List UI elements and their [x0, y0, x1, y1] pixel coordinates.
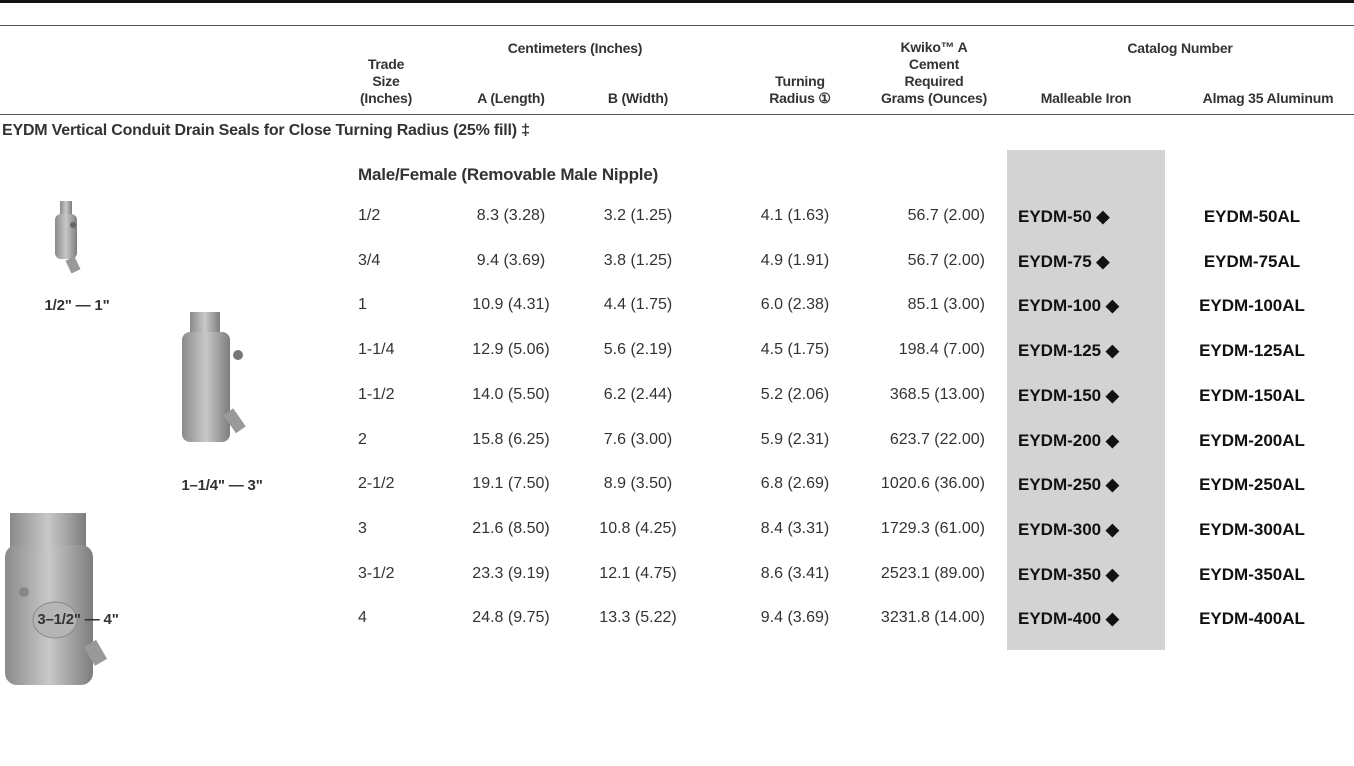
subsection-title: Male/Female (Removable Male Nipple) — [358, 165, 659, 184]
small-seal — [55, 201, 81, 274]
header-aluminum: Almag 35 Aluminum — [1202, 90, 1334, 106]
top-rule — [0, 0, 1354, 3]
header-bottom-rule — [0, 114, 1354, 115]
width: 12.1 (4.75) — [599, 564, 677, 582]
header-turning: Turning — [775, 73, 825, 89]
catalog-iron: EYDM-400 ◆ — [1018, 609, 1119, 629]
catalog-iron: EYDM-350 ◆ — [1018, 564, 1119, 584]
catalog-aluminum: EYDM-200AL — [1199, 430, 1305, 450]
header-centimeters: Centimeters (Inches) — [507, 40, 643, 56]
turning-radius: 4.5 (1.75) — [760, 341, 830, 359]
header-turning: Radius ① — [769, 90, 831, 106]
catalog-aluminum: EYDM-75AL — [1203, 251, 1301, 271]
trade-size: 1-1/4 — [358, 341, 395, 359]
catalog-iron: EYDM-300 ◆ — [1018, 519, 1119, 539]
cement: 1729.3 (61.00) — [880, 519, 985, 537]
header-iron: Malleable Iron — [1040, 90, 1132, 106]
header-kwiko: Cement — [908, 56, 960, 72]
header-catalog: Catalog Number — [1127, 40, 1233, 56]
length: 21.6 (8.50) — [472, 519, 550, 537]
catalog-iron: EYDM-50 ◆ — [1018, 207, 1110, 226]
trade-size: 3 — [358, 519, 367, 537]
medium-seal — [182, 312, 246, 442]
cement: 1020.6 (36.00) — [880, 475, 985, 493]
trade-size: 3/4 — [358, 251, 381, 269]
catalog-iron: EYDM-125 ◆ — [1018, 341, 1119, 361]
catalog-aluminum: EYDM-300AL — [1199, 519, 1305, 539]
cement: 85.1 (3.00) — [907, 296, 985, 314]
trade-size: 2-1/2 — [358, 475, 395, 493]
trade-size: 4 — [358, 609, 367, 627]
turning-radius: 8.6 (3.41) — [760, 564, 830, 582]
catalog-aluminum: EYDM-125AL — [1199, 341, 1305, 361]
width: 7.6 (3.00) — [603, 430, 673, 448]
trade-size: 3-1/2 — [358, 564, 395, 582]
turning-radius: 4.9 (1.91) — [760, 251, 830, 269]
header-trade-size: Size — [372, 73, 400, 89]
catalog-iron: EYDM-100 ◆ — [1018, 296, 1119, 316]
catalog-aluminum: EYDM-150AL — [1199, 385, 1305, 405]
width: 13.3 (5.22) — [599, 609, 677, 627]
catalog-aluminum: EYDM-400AL — [1199, 609, 1305, 629]
length: 12.9 (5.06) — [472, 341, 550, 359]
catalog-aluminum: EYDM-350AL — [1199, 564, 1305, 584]
turning-radius: 5.2 (2.06) — [760, 385, 830, 403]
image-label: 1/2" — 1" — [44, 297, 110, 314]
header-kwiko: Kwiko™ A — [900, 39, 968, 55]
width: 8.9 (3.50) — [603, 475, 673, 493]
turning-radius: 6.8 (2.69) — [760, 475, 830, 493]
catalog-iron: EYDM-75 ◆ — [1018, 251, 1110, 271]
width: 5.6 (2.19) — [603, 341, 673, 359]
cement: 198.4 (7.00) — [898, 341, 985, 359]
trade-size: 1-1/2 — [358, 385, 395, 403]
turning-radius: 4.1 (1.63) — [760, 207, 830, 224]
trade-size: 2 — [358, 430, 367, 448]
cement: 623.7 (22.00) — [889, 430, 985, 448]
catalog-aluminum: EYDM-50AL — [1203, 207, 1301, 226]
trade-size: 1/2 — [358, 207, 381, 224]
catalog-iron: EYDM-250 ◆ — [1018, 475, 1119, 495]
width: 3.8 (1.25) — [603, 251, 673, 269]
turning-radius: 9.4 (3.69) — [760, 609, 830, 627]
length: 15.8 (6.25) — [472, 430, 550, 448]
large-seal — [5, 513, 108, 685]
image-label: 3–1/2" — 4" — [37, 611, 119, 628]
header-kwiko: Required — [904, 73, 964, 89]
width: 3.2 (1.25) — [603, 207, 673, 224]
catalog-iron: EYDM-200 ◆ — [1018, 430, 1119, 450]
length: 9.4 (3.69) — [476, 251, 546, 269]
length: 10.9 (4.31) — [472, 296, 550, 314]
cement: 56.7 (2.00) — [907, 207, 985, 224]
header-b: B (Width) — [607, 90, 669, 106]
catalog-aluminum: EYDM-250AL — [1199, 475, 1305, 495]
length: 8.3 (3.28) — [476, 207, 546, 224]
width: 10.8 (4.25) — [599, 519, 677, 537]
header-trade-size: (Inches) — [359, 90, 413, 106]
catalog-aluminum: EYDM-100AL — [1199, 296, 1305, 316]
length: 23.3 (9.19) — [472, 564, 550, 582]
header-trade-size: Trade — [367, 56, 405, 72]
turning-radius: 5.9 (2.31) — [760, 430, 830, 448]
cement: 3231.8 (14.00) — [880, 609, 985, 627]
turning-radius: 8.4 (3.31) — [760, 519, 830, 537]
trade-size: 1 — [358, 296, 367, 314]
header-kwiko: Grams (Ounces) — [880, 90, 988, 106]
length: 14.0 (5.50) — [472, 385, 550, 403]
cement: 2523.1 (89.00) — [880, 564, 985, 582]
width: 6.2 (2.44) — [603, 385, 673, 403]
product-images — [5, 201, 246, 685]
length: 19.1 (7.50) — [472, 475, 550, 493]
cement: 368.5 (13.00) — [889, 385, 985, 403]
width: 4.4 (1.75) — [603, 296, 673, 314]
turning-radius: 6.0 (2.38) — [760, 296, 830, 314]
header-rule — [0, 25, 1354, 26]
header-a: A (Length) — [477, 90, 545, 106]
length: 24.8 (9.75) — [472, 609, 550, 627]
catalog-iron: EYDM-150 ◆ — [1018, 385, 1119, 405]
highlight-column — [1007, 150, 1165, 650]
cement: 56.7 (2.00) — [907, 251, 985, 269]
section-title: EYDM Vertical Conduit Drain Seals for Cl… — [2, 122, 530, 139]
image-label: 1–1/4" — 3" — [181, 477, 263, 494]
